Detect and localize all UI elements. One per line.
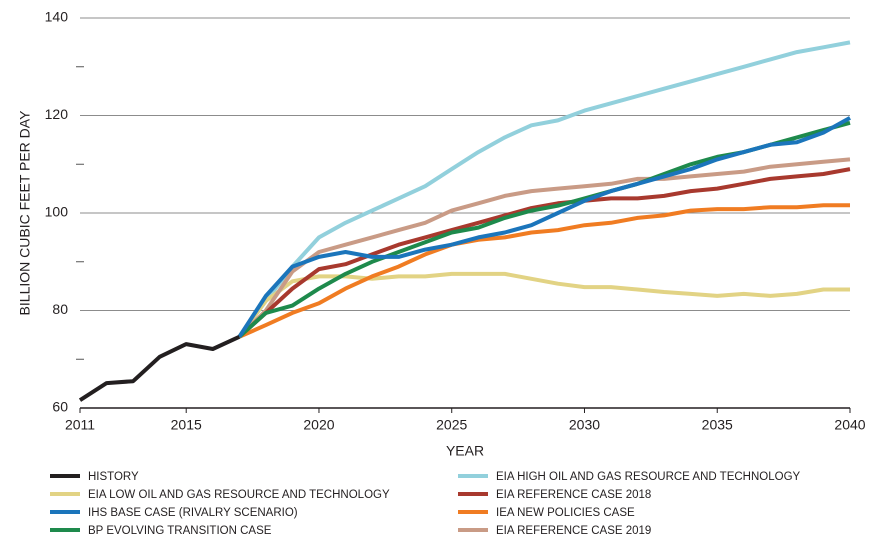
legend-label: HISTORY (88, 471, 139, 483)
legend-label: EIA HIGH OIL AND GAS RESOURCE AND TECHNO… (496, 471, 801, 483)
legend-label: IHS BASE CASE (RIVALRY SCENARIO) (88, 507, 298, 519)
series-line (78, 334, 241, 402)
series-line (237, 116, 851, 338)
legend-label: IEA NEW POLICIES CASE (496, 507, 635, 519)
legend-label: EIA REFERENCE CASE 2018 (496, 489, 651, 501)
x-tick-label: 2030 (569, 417, 600, 433)
y-axis-label: BILLION CUBIC FEET PER DAY (17, 110, 33, 316)
legend-label: BP EVOLVING TRANSITION CASE (88, 525, 272, 537)
y-tick-label: 60 (52, 399, 68, 415)
legend-label: EIA REFERENCE CASE 2019 (496, 525, 651, 537)
y-tick-label: 100 (45, 204, 69, 220)
x-tick-label: 2011 (65, 417, 95, 433)
series-line (237, 40, 851, 338)
series-line (238, 203, 850, 339)
y-tick-label: 120 (45, 106, 69, 122)
series-line (237, 167, 851, 339)
x-tick-label: 2015 (171, 417, 202, 433)
x-tick-label: 2025 (436, 417, 467, 433)
x-axis-label: YEAR (446, 443, 484, 459)
x-tick-label: 2020 (303, 417, 334, 433)
x-tick-label: 2035 (702, 417, 733, 433)
series-line (237, 157, 851, 339)
y-tick-label: 80 (52, 301, 68, 317)
y-tick-label: 140 (45, 9, 69, 25)
x-tick-label: 2040 (834, 417, 865, 433)
legend-label: EIA LOW OIL AND GAS RESOURCE AND TECHNOL… (88, 489, 390, 501)
